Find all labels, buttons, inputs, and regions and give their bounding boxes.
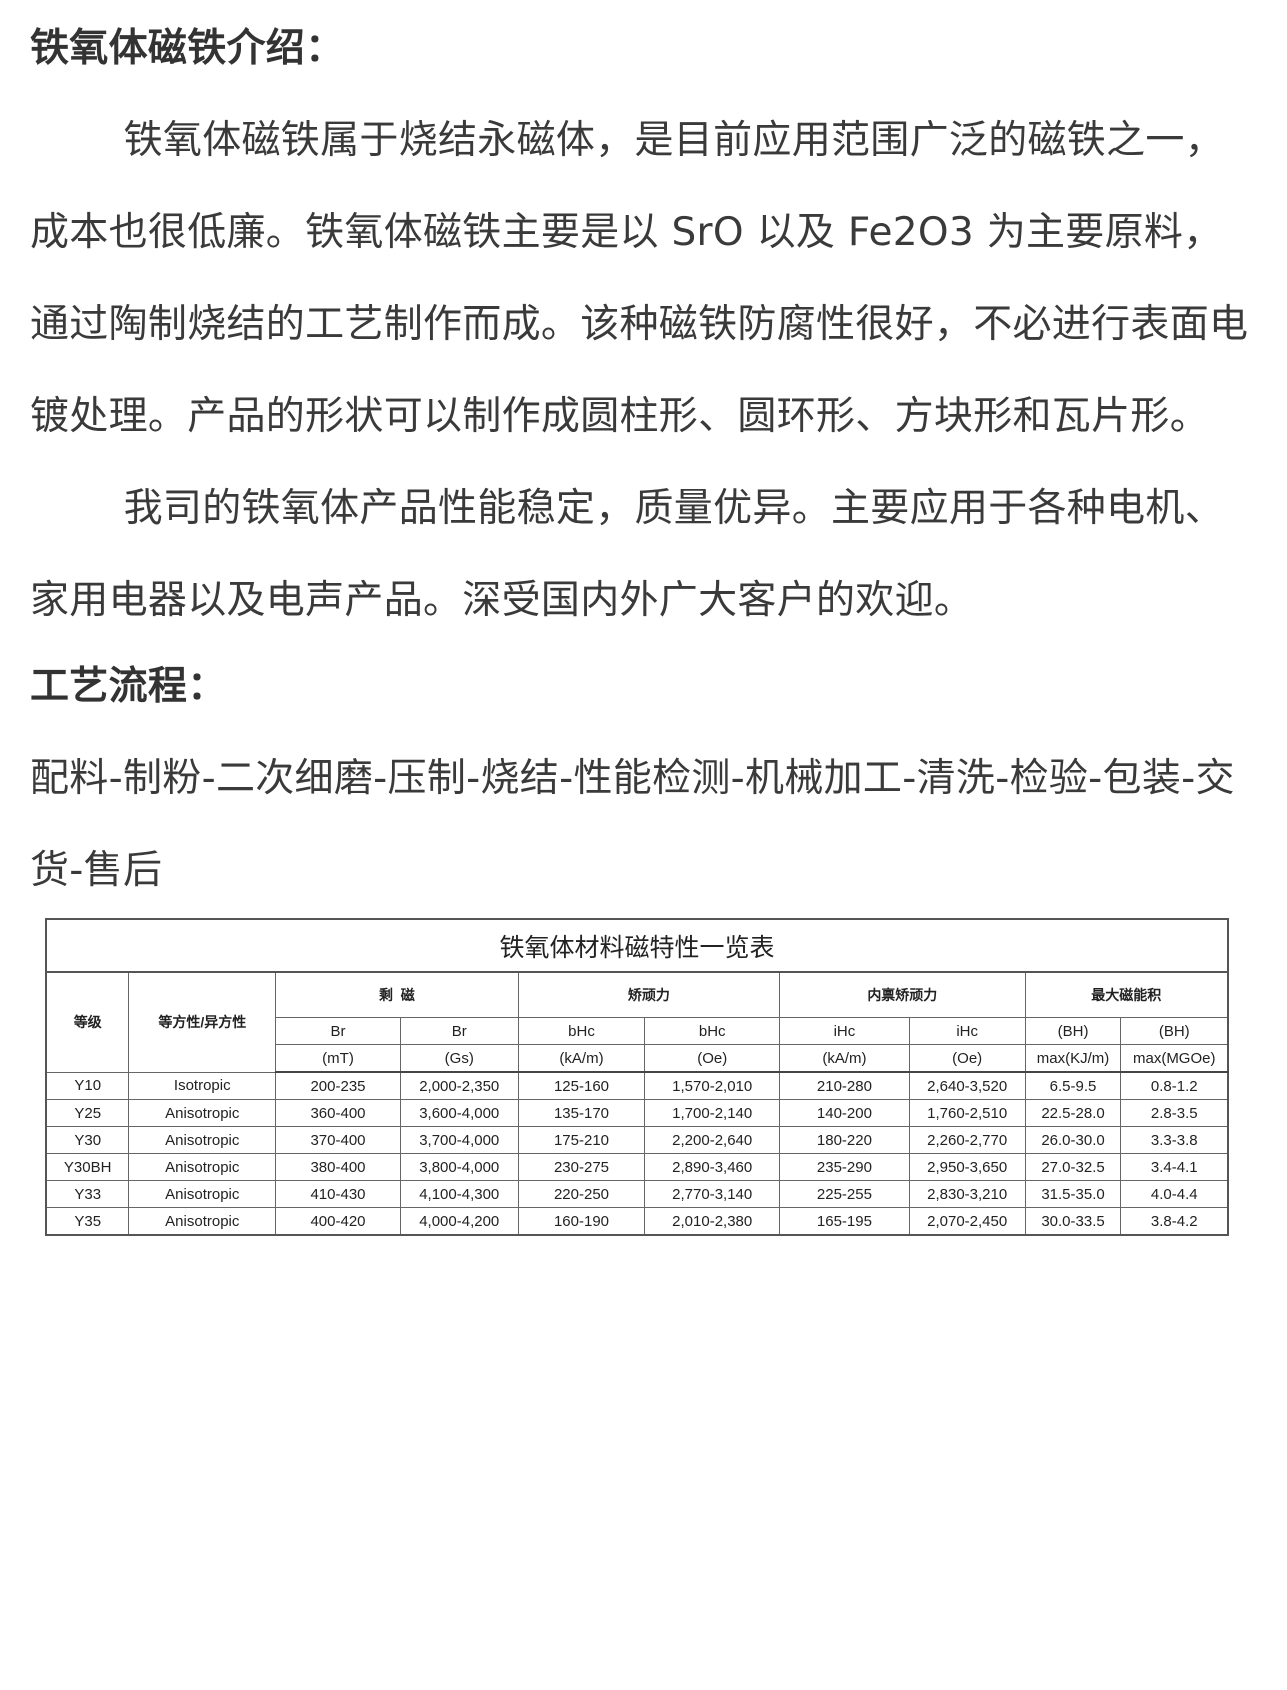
table-cell: 370-400 [275,1126,401,1154]
table-cell: 3.4-4.1 [1120,1153,1229,1181]
table-cell: 220-250 [517,1180,646,1208]
table-cell: 3,600-4,000 [399,1099,519,1127]
table-cell: 3,800-4,000 [399,1153,519,1181]
table-cell: 4.0-4.4 [1120,1180,1229,1208]
table-cell: 22.5-28.0 [1024,1099,1122,1127]
table-cell: 175-210 [517,1126,646,1154]
table-cell: Y35 [45,1207,130,1236]
subheader-unit: (mT) [275,1044,401,1073]
table-cell: 3.3-3.8 [1120,1126,1229,1154]
subheader-unit: max(KJ/m) [1024,1044,1122,1073]
table-cell: 2,640-3,520 [908,1071,1026,1100]
intro-paragraph-2: 我司的铁氧体产品性能稳定，质量优异。主要应用于各种电机、家用电器以及电声产品。深… [30,486,1224,623]
header-group-coercivity: 矫顽力 [517,971,781,1018]
table-cell: 235-290 [779,1153,910,1181]
ferrite-properties-table: 铁氧体材料磁特性一览表 等级 等方性/异方性 剩 磁 矫顽力 内禀矫顽力 最大磁… [45,918,1229,1236]
process-heading: 工艺流程： [30,664,227,709]
subheader-quantity: (BH) [1120,1017,1229,1045]
table-cell: 1,570-2,010 [644,1071,781,1100]
table-cell: 4,100-4,300 [399,1180,519,1208]
table-cell: 6.5-9.5 [1024,1071,1122,1100]
table-cell: 2,010-2,380 [644,1207,781,1236]
subheader-quantity: Br [399,1017,519,1045]
table-cell: 225-255 [779,1180,910,1208]
subheader-unit: (kA/m) [517,1044,646,1073]
subheader-quantity: bHc [517,1017,646,1045]
table-cell: Isotropic [128,1071,277,1100]
table-row: Y30BH Anisotropic 380-400 3,800-4,000 230-27… [45,1153,1229,1181]
table-cell: 3.8-4.2 [1120,1207,1229,1236]
header-group-intrinsic-coercivity: 内禀矫顽力 [779,971,1026,1018]
table-row: Y10 Isotropic 200-235 2,000-2,350 125-160 1,5… [45,1071,1229,1100]
table-cell: Y30 [45,1126,130,1154]
header-type: 等方性/异方性 [128,971,277,1073]
table-cell: Y25 [45,1099,130,1127]
intro-paragraph-1: 铁氧体磁铁属于烧结永磁体，是目前应用范围广泛的磁铁之一，成本也很低廉。铁氧体磁铁… [30,118,1249,439]
process-steps: 配料-制粉-二次细磨-压制-烧结-性能检测-机械加工-清洗-检验-包装-交货-售… [30,756,1235,893]
table-cell: 31.5-35.0 [1024,1180,1122,1208]
table-cell: 30.0-33.5 [1024,1207,1122,1236]
table-cell: 27.0-32.5 [1024,1153,1122,1181]
subheader-unit: max(MGOe) [1120,1044,1229,1073]
table-cell: 410-430 [275,1180,401,1208]
table-cell: 26.0-30.0 [1024,1126,1122,1154]
table-cell: 180-220 [779,1126,910,1154]
table-cell: 400-420 [275,1207,401,1236]
table-cell: 125-160 [517,1071,646,1100]
subheader-quantity: bHc [644,1017,781,1045]
table-cell: 2,070-2,450 [908,1207,1026,1236]
table-title: 铁氧体材料磁特性一览表 [45,918,1229,973]
table-cell: 135-170 [517,1099,646,1127]
table-cell: 2,000-2,350 [399,1071,519,1100]
table-cell: 0.8-1.2 [1120,1071,1229,1100]
table-cell: 160-190 [517,1207,646,1236]
table-cell: 2,200-2,640 [644,1126,781,1154]
table-cell: 230-275 [517,1153,646,1181]
subheader-quantity: iHc [779,1017,910,1045]
table-cell: 1,760-2,510 [908,1099,1026,1127]
table-cell: 140-200 [779,1099,910,1127]
table-cell: Y30BH [45,1153,130,1181]
table-cell: Anisotropic [128,1153,277,1181]
table-cell: 1,700-2,140 [644,1099,781,1127]
table-cell: Anisotropic [128,1180,277,1208]
table-row: Y25 Anisotropic 360-400 3,600-4,000 135-170 1… [45,1099,1229,1127]
header-group-remanence: 剩 磁 [275,971,519,1018]
subheader-unit: (kA/m) [779,1044,910,1073]
subheader-quantity: iHc [908,1017,1026,1045]
table-row: Y35 Anisotropic 400-420 4,000-4,200 160-190 2… [45,1207,1229,1236]
subheader-unit: (Oe) [908,1044,1026,1073]
table-cell: 380-400 [275,1153,401,1181]
table-cell: Anisotropic [128,1126,277,1154]
table-cell: 3,700-4,000 [399,1126,519,1154]
subheader-quantity: Br [275,1017,401,1045]
header-grade: 等级 [45,971,130,1073]
table-cell: Y33 [45,1180,130,1208]
table-cell: 165-195 [779,1207,910,1236]
table-cell: 4,000-4,200 [399,1207,519,1236]
table-cell: 2,260-2,770 [908,1126,1026,1154]
table-cell: 2,950-3,650 [908,1153,1026,1181]
subheader-quantity: (BH) [1024,1017,1122,1045]
table-row: Y33 Anisotropic 410-430 4,100-4,300 220-250 2… [45,1180,1229,1208]
table-cell: Anisotropic [128,1099,277,1127]
table-cell: 2,890-3,460 [644,1153,781,1181]
subheader-unit: (Oe) [644,1044,781,1073]
table-cell: 360-400 [275,1099,401,1127]
table-row: Y30 Anisotropic 370-400 3,700-4,000 175-210 2… [45,1126,1229,1154]
table-cell: 2,830-3,210 [908,1180,1026,1208]
table-cell: Y10 [45,1071,130,1100]
table-cell: 200-235 [275,1071,401,1100]
table-cell: 210-280 [779,1071,910,1100]
table-cell: 2.8-3.5 [1120,1099,1229,1127]
header-group-max-energy: 最大磁能积 [1024,971,1229,1018]
table-cell: 2,770-3,140 [644,1180,781,1208]
table-cell: Anisotropic [128,1207,277,1236]
intro-heading: 铁氧体磁铁介绍： [30,26,345,71]
subheader-unit: (Gs) [399,1044,519,1073]
